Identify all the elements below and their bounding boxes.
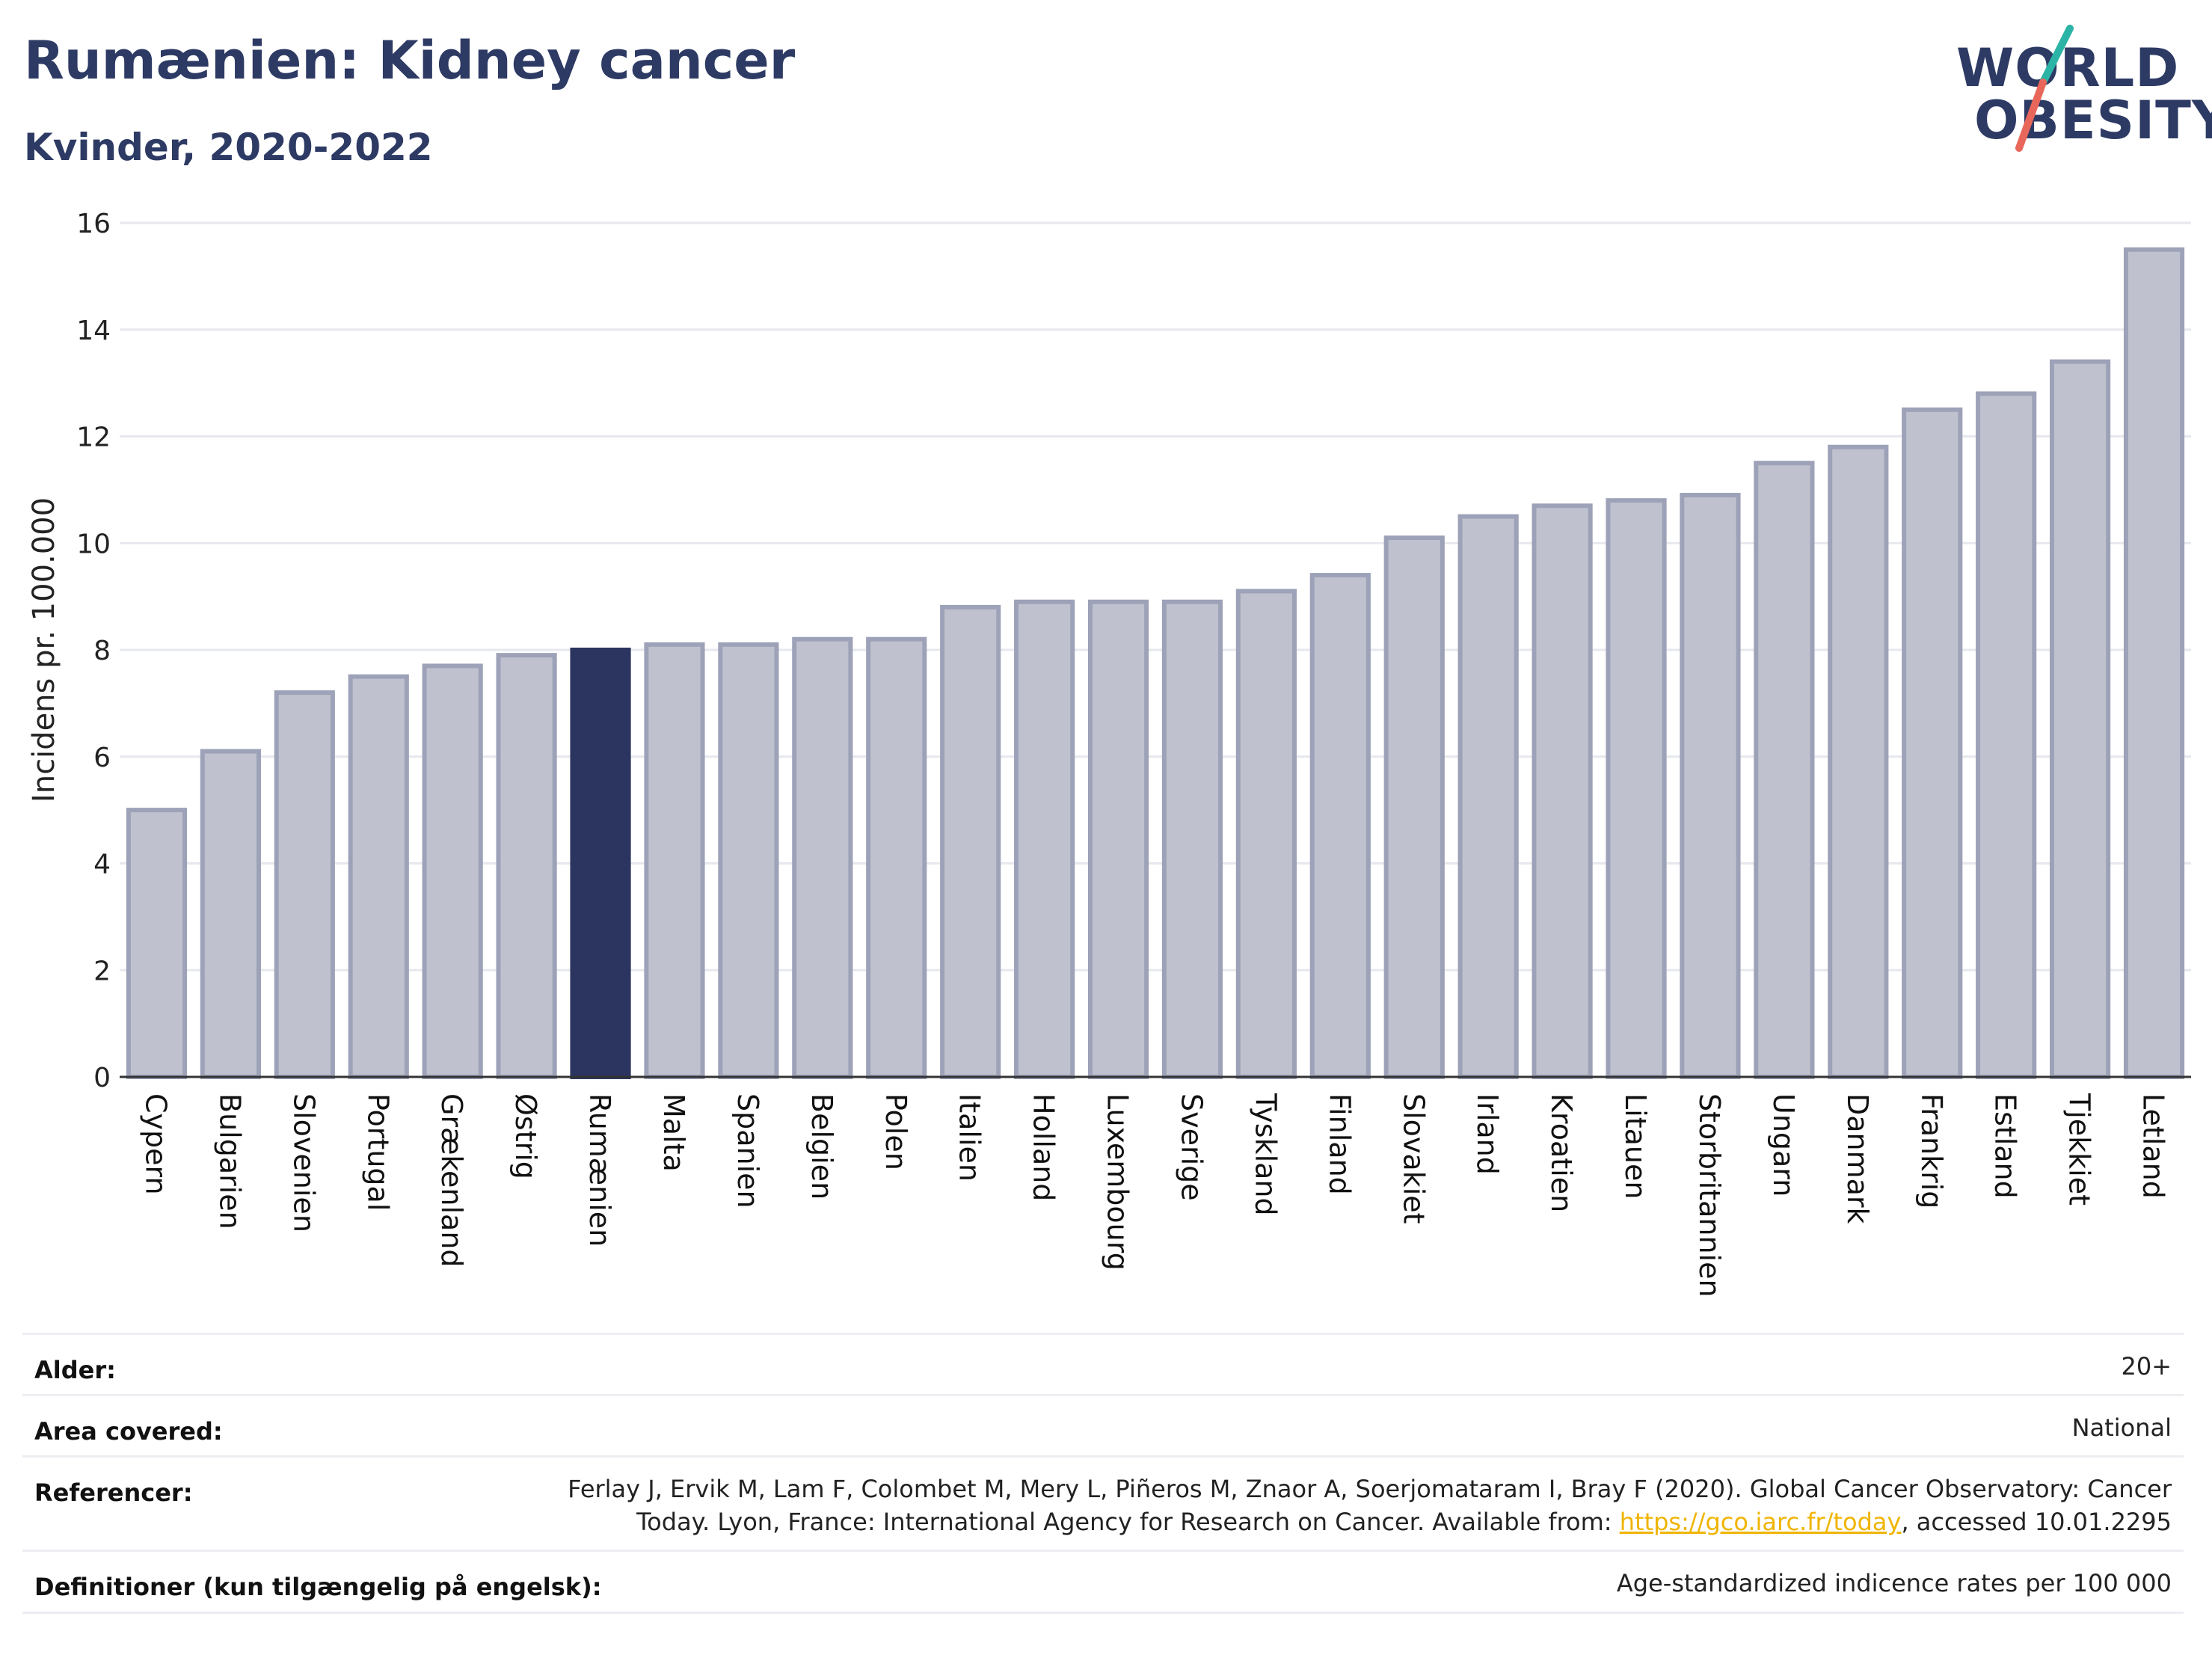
x-tick-label: Rumænien	[583, 1093, 616, 1247]
y-tick-label: 16	[76, 209, 111, 239]
y-axis-label: Incidens pr. 100.000	[27, 497, 61, 802]
x-tick-label: Holland	[1027, 1093, 1060, 1201]
meta-row-references: Referencer: Ferlay J, Ervik M, Lam F, Co…	[22, 1455, 2184, 1552]
bar	[718, 642, 779, 1079]
x-tick-label: Frankrig	[1915, 1093, 1948, 1209]
bar	[1161, 599, 1223, 1079]
bar	[1457, 514, 1519, 1079]
definitions-label: Definitioner (kun tilgængelig på engelsk…	[34, 1573, 602, 1601]
x-tick-label: Storbritannien	[1693, 1093, 1726, 1298]
area-label: Area covered:	[34, 1417, 223, 1446]
bar-highlight	[570, 648, 631, 1079]
bar	[1680, 493, 1741, 1079]
x-tick-label: Danmark	[1841, 1093, 1874, 1224]
logo-line1: WORLD	[1956, 37, 2180, 99]
bar	[348, 674, 409, 1079]
y-tick-label: 12	[76, 423, 111, 453]
references-label: Referencer:	[34, 1479, 193, 1507]
references-line2: Today. Lyon, France: International Agenc…	[568, 1505, 2172, 1538]
y-tick-label: 10	[76, 529, 111, 559]
x-tick-label: Luxembourg	[1102, 1093, 1134, 1271]
bar	[644, 642, 705, 1079]
y-tick-label: 0	[93, 1063, 111, 1093]
bar	[1828, 444, 1889, 1079]
world-obesity-logo: WORLD OBESITY	[1944, 22, 2212, 157]
x-tick-label: Slovenien	[287, 1093, 320, 1232]
chart-subtitle: Kvinder, 2020-2022	[24, 126, 433, 169]
x-tick-label: Spanien	[731, 1093, 764, 1209]
x-tick-label: Portugal	[361, 1093, 394, 1211]
bar	[2050, 359, 2111, 1079]
bar	[940, 604, 1001, 1079]
bar	[274, 690, 335, 1079]
age-label: Alder:	[34, 1356, 116, 1384]
x-tick-label: Italien	[953, 1093, 986, 1182]
bar	[1902, 407, 1963, 1079]
x-tick-label: Slovakiet	[1397, 1093, 1430, 1224]
meta-row-area: Area covered: National	[22, 1394, 2184, 1458]
y-tick-label: 8	[93, 636, 111, 666]
bar	[1531, 503, 1593, 1080]
bar	[422, 663, 483, 1079]
x-tick-label: Malta	[657, 1093, 690, 1172]
bar	[496, 653, 557, 1079]
y-tick-label: 2	[93, 956, 111, 986]
references-accessed: , accessed 10.01.2295	[1901, 1508, 2172, 1536]
x-tick-label: Letland	[2137, 1093, 2170, 1199]
bar	[1383, 535, 1445, 1079]
references-link[interactable]: https://gco.iarc.fr/today	[1619, 1508, 1902, 1536]
bar	[1976, 391, 2037, 1079]
references-value: Ferlay J, Ervik M, Lam F, Colombet M, Me…	[568, 1473, 2172, 1538]
x-tick-label: Irland	[1471, 1093, 1504, 1175]
references-text: Today. Lyon, France: International Agenc…	[636, 1508, 1620, 1536]
age-value: 20+	[2121, 1352, 2172, 1381]
definitions-value: Age-standardized indicence rates per 100…	[1616, 1569, 2172, 1597]
bar	[1087, 599, 1149, 1079]
bar-chart: 0 2 4 6 8 10 12 14 16 Incidens pr. 100.000 Cypern B…	[27, 209, 2191, 1298]
x-tick-label: Polen	[879, 1093, 912, 1170]
bar	[1309, 573, 1371, 1079]
x-tick-label: Cypern	[139, 1093, 172, 1195]
x-tick-label: Østrig	[509, 1093, 542, 1179]
x-tick-label: Finland	[1323, 1093, 1356, 1195]
logo-slash-icon	[2015, 25, 2074, 152]
bar	[2123, 247, 2185, 1079]
bar	[1754, 461, 1815, 1079]
x-tick-label: Belgien	[805, 1093, 838, 1200]
x-tick-label: Ungarn	[1767, 1093, 1800, 1197]
bar	[1235, 589, 1297, 1079]
chart-title: Rumænien: Kidney cancer	[24, 30, 796, 91]
x-tick-label: Kroatien	[1545, 1093, 1578, 1212]
references-line1: Ferlay J, Ervik M, Lam F, Colombet M, Me…	[568, 1475, 2172, 1503]
bar	[1014, 599, 1075, 1079]
y-tick-label: 4	[93, 850, 111, 880]
meta-row-definitions: Definitioner (kun tilgængelig på engelsk…	[22, 1550, 2184, 1614]
logo-line2: OBESITY	[1974, 90, 2212, 151]
x-tick-label: Estland	[1989, 1093, 2022, 1199]
x-tick-label: Bulgarien	[213, 1093, 246, 1229]
bar	[792, 636, 853, 1079]
meta-row-age: Alder: 20+	[22, 1333, 2184, 1396]
y-tick-label: 14	[76, 316, 111, 346]
x-tick-label: Tjekkiet	[2063, 1093, 2096, 1206]
bar	[866, 636, 927, 1079]
x-tick-label: Grækenland	[435, 1093, 468, 1268]
y-tick-label: 6	[93, 743, 111, 773]
area-value: National	[2071, 1413, 2172, 1442]
bar	[1606, 498, 1667, 1079]
x-tick-label: Sverige	[1175, 1093, 1208, 1201]
x-tick-label: Tyskland	[1249, 1093, 1282, 1216]
bar	[126, 808, 188, 1079]
x-tick-label: Litauen	[1619, 1093, 1652, 1199]
bar	[200, 749, 261, 1079]
